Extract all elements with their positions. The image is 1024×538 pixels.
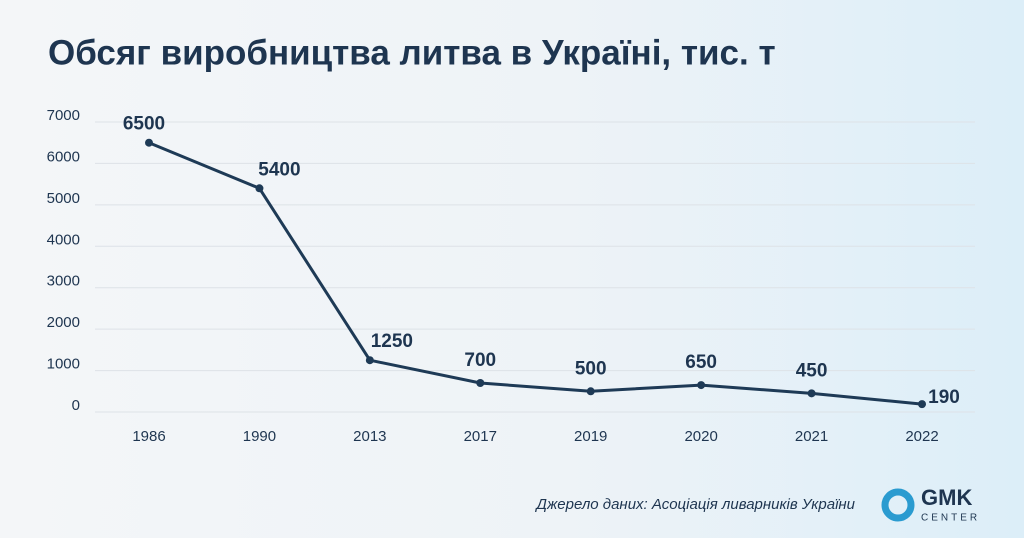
x-tick-label: 2013 (353, 428, 386, 445)
x-tick-label: 2017 (464, 428, 497, 445)
y-tick-label: 1000 (47, 356, 80, 373)
data-point (918, 400, 926, 409)
value-label: 6500 (123, 114, 165, 135)
value-label: 500 (575, 358, 607, 379)
source: Джерело даних: Асоціація ливарників Укра… (534, 496, 855, 513)
x-tick-label: 2021 (795, 428, 828, 445)
y-tick-label: 7000 (47, 107, 80, 124)
data-point (365, 356, 374, 365)
data-point (255, 184, 264, 193)
x-tick-label: 1990 (243, 428, 276, 445)
y-tick-label: 6000 (47, 148, 80, 165)
logo-icon (881, 488, 915, 522)
logo-subtext: CENTER (921, 513, 980, 524)
y-tick-label: 0 (72, 397, 80, 414)
data-line (148, 141, 923, 406)
value-label: 1250 (371, 331, 413, 352)
value-label: 450 (796, 360, 828, 381)
x-tick-label: 2019 (574, 428, 607, 445)
y-tick-label: 4000 (47, 231, 80, 248)
y-tick-label: 5000 (47, 190, 80, 207)
x-tick-label: 1986 (132, 428, 165, 445)
data-point (807, 389, 816, 398)
data-point (586, 387, 595, 396)
data-point (697, 381, 706, 390)
value-label: 700 (464, 350, 496, 371)
data-point (145, 138, 153, 147)
chart-title: Обсяг виробництва литва в Україні, тис. … (48, 33, 776, 72)
x-tick-label: 2020 (684, 428, 717, 445)
value-label: 5400 (258, 159, 300, 180)
logo-text: GMK (921, 485, 972, 510)
y-tick-label: 2000 (47, 314, 80, 331)
value-label: 650 (685, 352, 717, 373)
x-tick-label: 2022 (905, 428, 938, 445)
data-point (476, 379, 485, 387)
y-tick-label: 3000 (47, 273, 80, 290)
value-label: 190 (928, 387, 960, 408)
